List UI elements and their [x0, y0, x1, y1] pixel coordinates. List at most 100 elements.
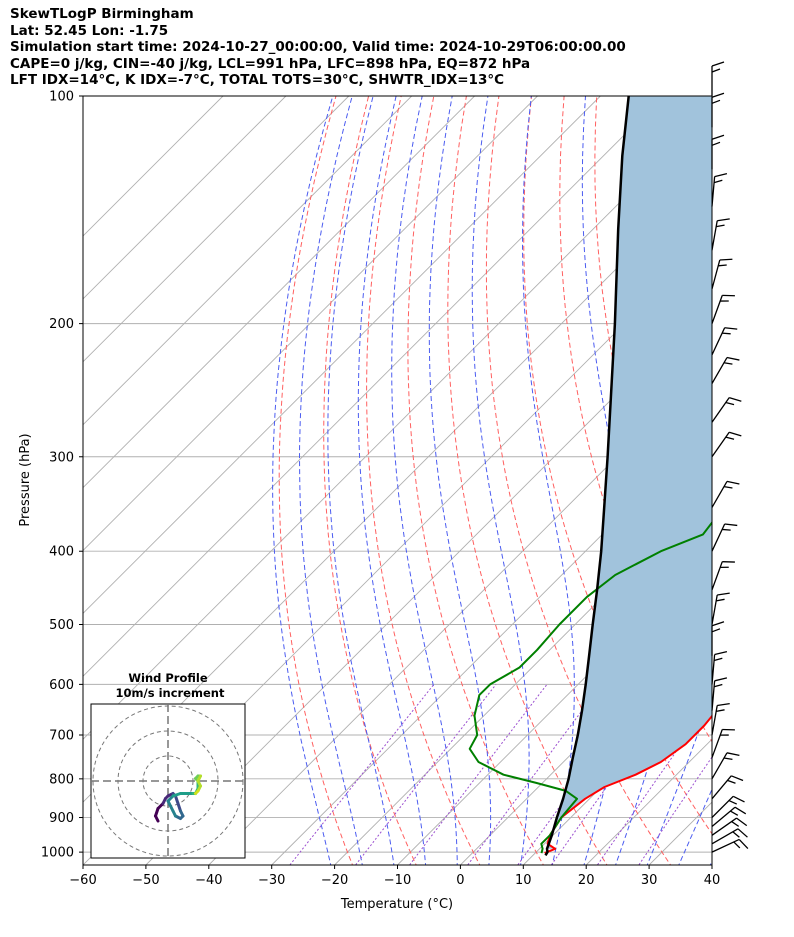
isotherm-line	[83, 96, 664, 677]
wind-barb	[711, 795, 745, 818]
y-tick-label: 200	[49, 317, 74, 332]
x-tick-label: 20	[578, 873, 595, 888]
wind-barb	[711, 806, 747, 827]
y-tick-label: 1000	[41, 846, 74, 861]
moist-adiabat	[646, 692, 712, 865]
isotherm-line	[334, 486, 712, 865]
dry-adiabat	[760, 96, 794, 868]
wind-barb	[711, 134, 725, 170]
wind-barb	[711, 258, 733, 290]
wind-barb	[711, 775, 744, 800]
wind-barb	[711, 480, 740, 508]
x-tick-label: −30	[258, 873, 285, 888]
isotherm-line	[208, 361, 712, 865]
isotherm-line	[145, 298, 712, 865]
mixing-ratio-line	[408, 684, 548, 865]
isotherm-line	[397, 549, 712, 865]
wind-barb	[711, 173, 728, 207]
moist-adiabat	[272, 96, 334, 865]
wind-barb	[711, 561, 735, 591]
wind-barb	[711, 294, 735, 324]
isotherm-line	[83, 96, 601, 615]
location-line: Lat: 52.45 Lon: -1.75	[10, 22, 169, 39]
moist-adiabat	[327, 96, 395, 865]
x-tick-label: −20	[321, 873, 348, 888]
wind-barb	[711, 728, 735, 758]
x-tick-label: −10	[384, 873, 411, 888]
hodograph-title: Wind Profile	[128, 671, 208, 685]
instability-shading	[547, 96, 712, 849]
axes-layer: −60 −50 −40 −30 −20 −10 0 10 20 30 40 1000 900 800 700…	[41, 90, 720, 889]
mixing-ratio-line	[354, 684, 497, 865]
wind-barb	[711, 592, 730, 625]
moist-adiabat	[428, 96, 492, 865]
y-tick-label: 800	[49, 772, 74, 787]
dry-adiabat	[447, 96, 608, 865]
isotherm-line	[711, 864, 712, 865]
isotherm-line	[83, 96, 224, 237]
x-tick-label: −50	[132, 873, 159, 888]
temperature-line	[544, 714, 712, 855]
dry-adiabat	[407, 96, 544, 865]
data-layer	[468, 96, 712, 857]
wind-barb	[711, 817, 748, 836]
y-tick-label: 100	[49, 90, 74, 105]
moist-adiabat	[471, 96, 530, 865]
indices-line-1: CAPE=0 j/kg, CIN=-40 j/kg, LCL=991 hPa, …	[10, 55, 531, 72]
wind-barb	[711, 621, 725, 656]
moist-adiabat	[357, 96, 427, 865]
wind-barb	[711, 61, 725, 96]
wind-barb	[711, 828, 748, 845]
wind-barb	[711, 92, 725, 128]
moist-adiabat	[615, 96, 696, 865]
hodograph-segment	[166, 799, 175, 813]
dry-adiabat	[523, 96, 712, 835]
wind-barbs	[711, 61, 749, 853]
indices-line-2: LFT IDX=14°C, K IDX=-7°C, TOTAL TOTS=30°…	[10, 72, 505, 88]
moist-adiabat	[298, 96, 363, 865]
moist-adiabat	[709, 860, 712, 865]
isotherm-line	[271, 424, 712, 865]
wind-barb	[711, 702, 730, 736]
y-tick-label: 900	[49, 811, 74, 826]
wind-barb	[711, 650, 728, 685]
y-tick-label: 600	[49, 678, 74, 693]
moist-adiabat	[678, 788, 712, 865]
mixing-ratio-line	[638, 756, 712, 865]
moist-adiabat	[521, 96, 575, 865]
parcel-path	[544, 96, 630, 857]
y-tick-label: 400	[49, 545, 74, 560]
dry-adiabat	[278, 96, 354, 865]
mixing-ratio-line	[289, 684, 435, 865]
x-tick-label: 0	[456, 873, 464, 888]
y-axis-label: Pressure (hPa)	[18, 433, 33, 526]
wind-barb	[711, 327, 738, 356]
mixing-ratio-line	[550, 684, 681, 865]
wind-barb	[711, 431, 742, 458]
x-tick-label: −60	[69, 873, 96, 888]
x-tick-label: 40	[704, 873, 721, 888]
header: SkewTLogP Birmingham Lat: 52.45 Lon: -1.…	[10, 6, 626, 89]
wind-barb	[711, 397, 742, 423]
wind-barb	[711, 752, 740, 780]
dry-adiabat	[485, 96, 672, 865]
wind-barb	[711, 218, 730, 251]
x-axis-label: Temperature (°C)	[340, 897, 453, 912]
isotherm-line	[83, 96, 475, 489]
x-tick-label: 30	[641, 873, 658, 888]
isotherm-line	[83, 96, 413, 426]
moist-adiabat	[391, 96, 458, 865]
hodograph-subtitle: 10m/s increment	[116, 686, 225, 700]
wind-barb	[711, 838, 749, 853]
wind-barb	[711, 677, 728, 711]
isotherm-line	[83, 96, 350, 363]
wind-barb	[711, 523, 738, 552]
hodograph-segment	[194, 789, 200, 795]
chart-title: SkewTLogP Birmingham	[10, 6, 194, 22]
isotherm-line	[83, 96, 287, 300]
dry-adiabat	[727, 96, 794, 868]
dry-adiabat	[323, 96, 417, 865]
x-tick-label: 10	[515, 873, 532, 888]
